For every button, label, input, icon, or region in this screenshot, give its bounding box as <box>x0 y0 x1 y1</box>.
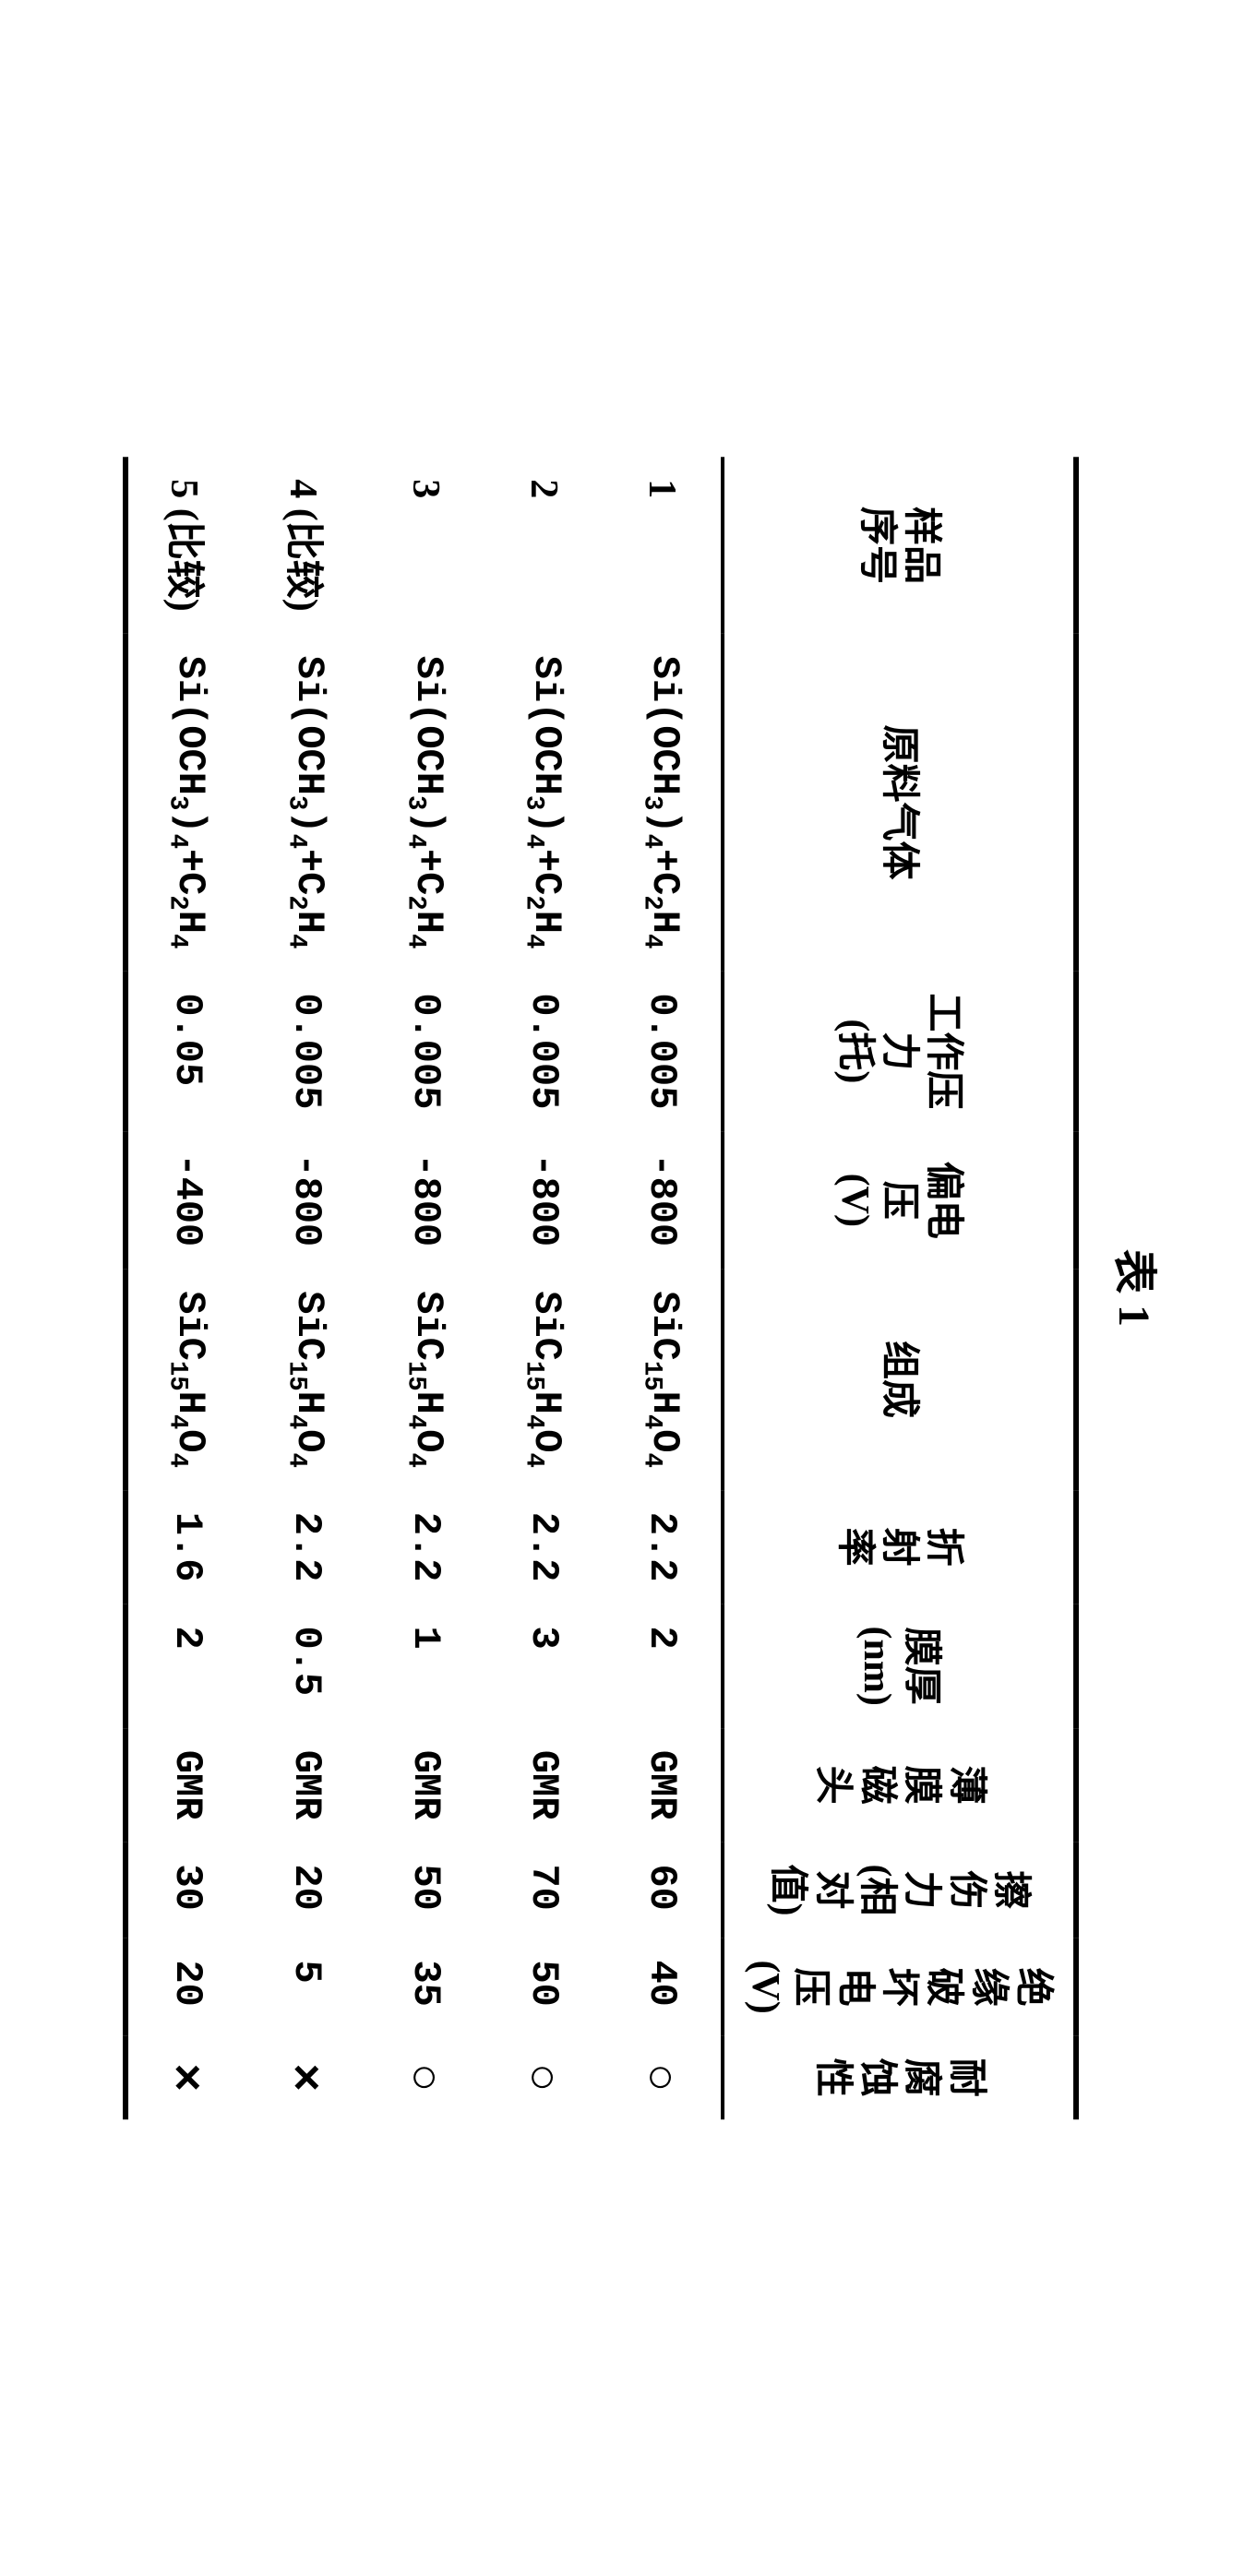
cell-sample-no: 1 <box>602 457 722 633</box>
cell-head: GMR <box>246 1728 365 1843</box>
cell-pressure: 0.005 <box>246 971 365 1131</box>
cell-refractive: 2.2 <box>484 1490 602 1604</box>
cell-corrosion: ○ <box>365 2036 484 2119</box>
cell-sample-no: 4 (比较) <box>246 457 365 633</box>
cell-thickness: 2 <box>602 1604 722 1727</box>
cell-corrosion: ○ <box>484 2036 602 2119</box>
cell-refractive: 2.2 <box>246 1490 365 1604</box>
cell-breakdown: 5 <box>246 1938 365 2035</box>
cell-raw-gas: Si(OCH3)4+C2H4 <box>125 634 246 972</box>
cell-composition: SiC15H4O4 <box>484 1269 602 1490</box>
page: 表 1 样品序号 原料气体 工作压力(托) 偏电压(V) 组成 折射率 膜厚(n… <box>18 18 1256 2558</box>
cell-sample-no: 5 (比较) <box>125 457 246 633</box>
table-row: 1Si(OCH3)4+C2H40.005-800SiC15H4O42.22GMR… <box>602 457 722 2119</box>
cell-thickness: 1 <box>365 1604 484 1727</box>
cell-breakdown: 50 <box>484 1938 602 2035</box>
cell-breakdown: 35 <box>365 1938 484 2035</box>
rotated-table-wrap: 表 1 样品序号 原料气体 工作压力(托) 偏电压(V) 组成 折射率 膜厚(n… <box>122 457 1170 2119</box>
cell-scratch: 70 <box>484 1842 602 1938</box>
hdr-breakdown: 绝缘破坏电压 (V) <box>722 1938 1075 2035</box>
cell-raw-gas: Si(OCH3)4+C2H4 <box>365 634 484 972</box>
hdr-composition: 组成 <box>722 1269 1075 1490</box>
cell-head: GMR <box>365 1728 484 1843</box>
cell-refractive: 2.2 <box>365 1490 484 1604</box>
table-row: 3Si(OCH3)4+C2H40.005-800SiC15H4O42.21GMR… <box>365 457 484 2119</box>
cell-bias: -800 <box>602 1131 722 1269</box>
cell-breakdown: 20 <box>125 1938 246 2035</box>
cell-scratch: 30 <box>125 1842 246 1938</box>
cell-thickness: 3 <box>484 1604 602 1727</box>
hdr-sample-no: 样品序号 <box>722 457 1075 633</box>
table-row: 4 (比较)Si(OCH3)4+C2H40.005-800SiC15H4O42.… <box>246 457 365 2119</box>
data-table: 样品序号 原料气体 工作压力(托) 偏电压(V) 组成 折射率 膜厚(nm) 薄… <box>122 457 1078 2119</box>
cell-thickness: 0.5 <box>246 1604 365 1727</box>
cell-sample-no: 2 <box>484 457 602 633</box>
cell-corrosion: ○ <box>602 2036 722 2119</box>
cell-bias: -800 <box>484 1131 602 1269</box>
cell-refractive: 2.2 <box>602 1490 722 1604</box>
cell-bias: -400 <box>125 1131 246 1269</box>
cell-scratch: 20 <box>246 1842 365 1938</box>
table-row: 2Si(OCH3)4+C2H40.005-800SiC15H4O42.23GMR… <box>484 457 602 2119</box>
cell-scratch: 50 <box>365 1842 484 1938</box>
hdr-corrosion: 耐腐蚀性 <box>722 2036 1075 2119</box>
cell-raw-gas: Si(OCH3)4+C2H4 <box>246 634 365 972</box>
cell-composition: SiC15H4O4 <box>365 1269 484 1490</box>
cell-composition: SiC15H4O4 <box>602 1269 722 1490</box>
cell-pressure: 0.005 <box>365 971 484 1131</box>
cell-pressure: 0.005 <box>484 971 602 1131</box>
cell-head: GMR <box>125 1728 246 1843</box>
hdr-head: 薄膜磁头 <box>722 1728 1075 1843</box>
cell-breakdown: 40 <box>602 1938 722 2035</box>
cell-head: GMR <box>602 1728 722 1843</box>
cell-composition: SiC15H4O4 <box>246 1269 365 1490</box>
cell-raw-gas: Si(OCH3)4+C2H4 <box>484 634 602 972</box>
cell-thickness: 2 <box>125 1604 246 1727</box>
cell-sample-no: 3 <box>365 457 484 633</box>
cell-pressure: 0.005 <box>602 971 722 1131</box>
header-row: 样品序号 原料气体 工作压力(托) 偏电压(V) 组成 折射率 膜厚(nm) 薄… <box>722 457 1075 2119</box>
table-row: 5 (比较)Si(OCH3)4+C2H40.05-400SiC15H4O41.6… <box>125 457 246 2119</box>
cell-scratch: 60 <box>602 1842 722 1938</box>
hdr-scratch: 擦伤力(相对值) <box>722 1842 1075 1938</box>
table-body: 1Si(OCH3)4+C2H40.005-800SiC15H4O42.22GMR… <box>125 457 722 2119</box>
hdr-pressure: 工作压力(托) <box>722 971 1075 1131</box>
table-caption: 表 1 <box>1106 457 1171 2119</box>
cell-pressure: 0.05 <box>125 971 246 1131</box>
hdr-refractive: 折射率 <box>722 1490 1075 1604</box>
cell-bias: -800 <box>246 1131 365 1269</box>
hdr-thickness: 膜厚(nm) <box>722 1604 1075 1727</box>
hdr-bias: 偏电压(V) <box>722 1131 1075 1269</box>
cell-corrosion: × <box>246 2036 365 2119</box>
cell-refractive: 1.6 <box>125 1490 246 1604</box>
cell-bias: -800 <box>365 1131 484 1269</box>
cell-corrosion: × <box>125 2036 246 2119</box>
hdr-raw-gas: 原料气体 <box>722 634 1075 972</box>
cell-composition: SiC15H4O4 <box>125 1269 246 1490</box>
cell-raw-gas: Si(OCH3)4+C2H4 <box>602 634 722 972</box>
cell-head: GMR <box>484 1728 602 1843</box>
